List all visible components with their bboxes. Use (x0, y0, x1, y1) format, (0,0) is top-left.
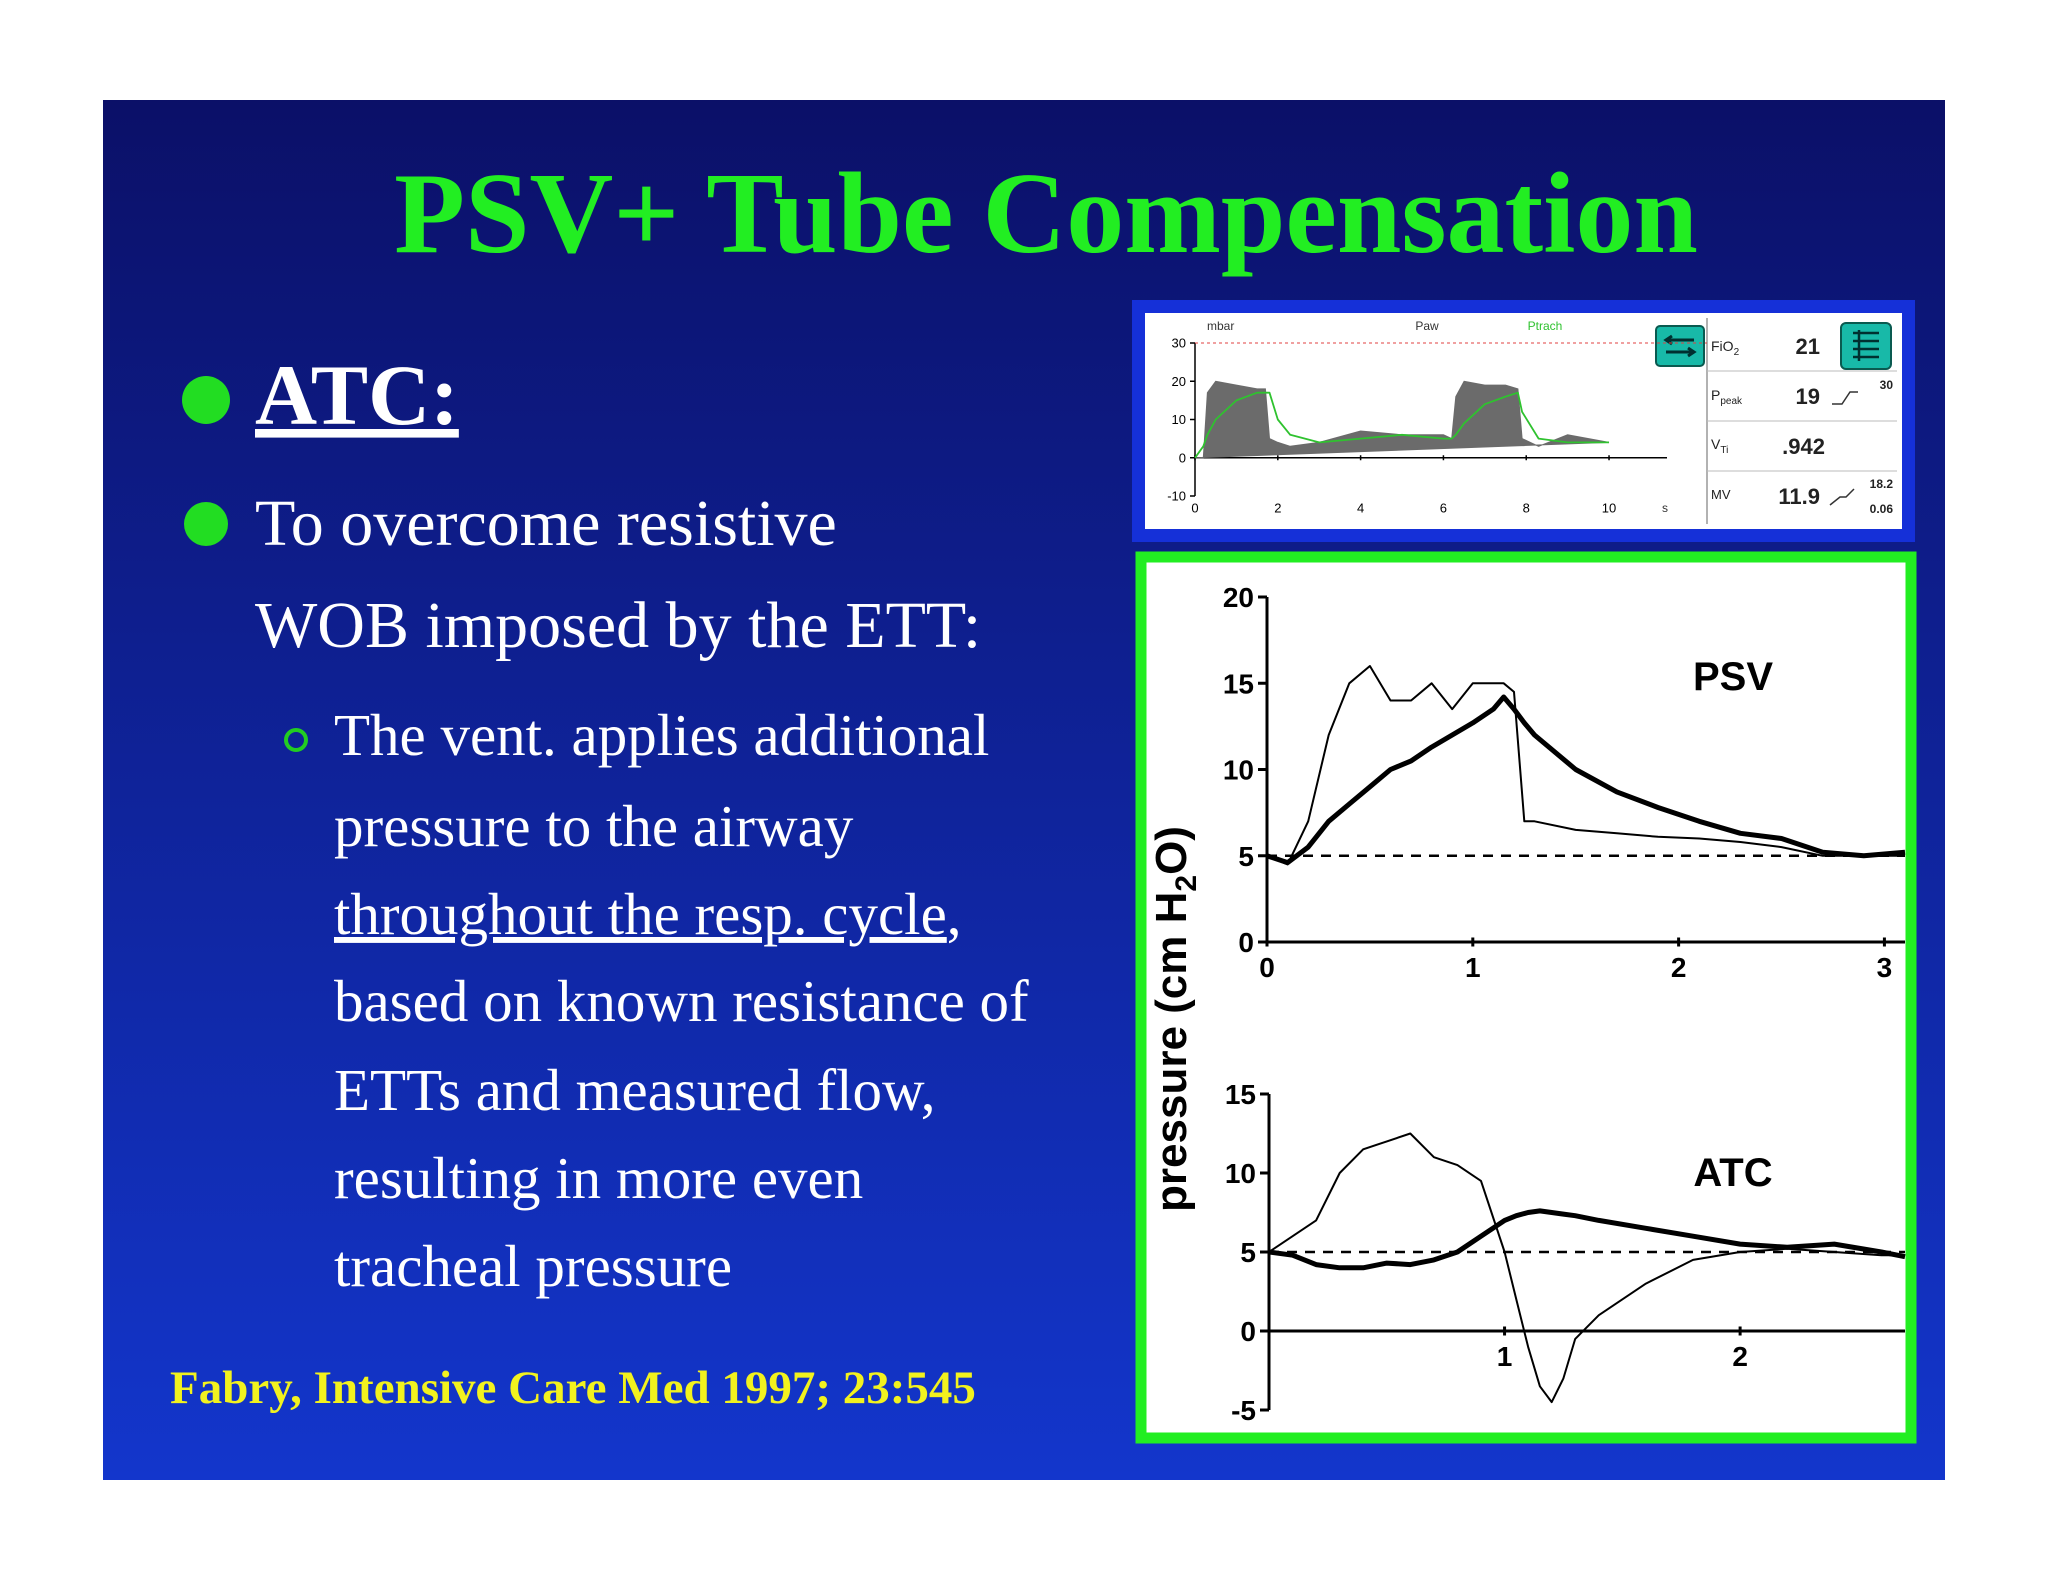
y-axis-label: pressure (cm H2O) (1147, 826, 1203, 1212)
x-tick-label: 2 (1274, 500, 1281, 515)
y-tick-label: 0 (1240, 1316, 1256, 1347)
readout-label-text: V (1711, 436, 1721, 452)
readout-value: 11.9 (1778, 484, 1820, 509)
x-tick-label: 0 (1259, 952, 1275, 983)
y-tick-label: 5 (1240, 1237, 1256, 1268)
chart-title: PSV (1693, 655, 1773, 699)
y-tick-label: 5 (1238, 841, 1254, 872)
readout-symbol (1832, 391, 1858, 405)
series-label: Paw (1415, 319, 1439, 333)
sub-bullet-line: based on known resistance of (334, 968, 1029, 1034)
x-unit: s (1662, 501, 1668, 515)
bullet-dot (182, 376, 230, 424)
slide-title: PSV+ Tube Compensation (394, 150, 1698, 278)
bullet-text: WOB imposed by the ETT: (255, 589, 981, 662)
monitor-readouts: FiO2 21 Ppeak 19 30 VTi .942 MV 11.9 18.… (1711, 334, 1893, 516)
sub-bullet-marker (284, 728, 308, 752)
y-tick-label: 0 (1179, 450, 1186, 465)
monitor-button[interactable] (1655, 325, 1705, 367)
readout-symbol (1829, 488, 1855, 506)
readout-value: 19 (1796, 384, 1820, 409)
y-tick-label: 20 (1172, 374, 1186, 389)
sub-bullet-line: throughout the resp. cycle, (334, 881, 962, 947)
y-tick-label: 15 (1223, 668, 1254, 699)
button-icon (1663, 334, 1697, 358)
y-tick-label: 0 (1238, 927, 1254, 958)
readout-label: VTi (1711, 436, 1728, 456)
readout-label-text: FiO (1711, 338, 1734, 354)
y-axis-label-text: O) (1147, 826, 1196, 875)
button-icon (1853, 330, 1879, 361)
sub-bullet-line: tracheal pressure (334, 1233, 732, 1299)
chart: 20 15 10 5 00 1 2 3 PSV (1223, 582, 1906, 983)
line (1268, 1132, 1905, 1404)
readout-label: FiO2 (1711, 338, 1740, 358)
y-tick-label: 15 (1225, 1079, 1256, 1110)
readout-value: .942 (1782, 434, 1825, 459)
x-tick-label: 4 (1357, 500, 1364, 515)
line (1266, 694, 1906, 866)
readout-label-sub: Ti (1720, 445, 1728, 456)
readout-limit: 18.2 (1870, 477, 1894, 491)
y-tick-label: 20 (1223, 582, 1254, 613)
series-label: Ptrach (1528, 319, 1563, 333)
chart: 15 10 5 0 -5 1 2 ATC (1225, 1079, 1906, 1426)
y-tick-label: 10 (1172, 412, 1186, 427)
x-tick-label: 3 (1877, 952, 1893, 983)
readout-label: MV (1711, 487, 1731, 502)
readout-label: Ppeak (1711, 387, 1743, 407)
x-tick-label: 0 (1191, 500, 1198, 515)
x-tick-label: 8 (1523, 500, 1530, 515)
y-tick-label: 30 (1172, 336, 1186, 351)
sub-bullet-line: resulting in more even (334, 1145, 863, 1211)
y-tick-label: 10 (1225, 1158, 1256, 1189)
y-axis-label-text: pressure (cm H (1147, 892, 1196, 1212)
readout-label-sub: peak (1720, 396, 1743, 407)
sub-bullet-line: pressure to the airway (334, 793, 854, 859)
x-tick-label: 10 (1602, 500, 1616, 515)
chart-panel (1135, 551, 1917, 1444)
monitor-button[interactable] (1840, 322, 1892, 370)
readout-label-sub: 2 (1734, 347, 1740, 358)
readout-limit: 30 (1880, 378, 1894, 392)
x-tick-label: 2 (1732, 1341, 1748, 1372)
sub-bullet-line: The vent. applies additional (334, 702, 989, 768)
y-tick-label: 10 (1223, 755, 1254, 786)
y-axis-label-sub: 2 (1170, 875, 1203, 892)
bullet-dot (184, 502, 228, 546)
readout-label-text: P (1711, 387, 1720, 403)
x-tick-label: 2 (1671, 952, 1687, 983)
line (1268, 1208, 1906, 1271)
y-unit: mbar (1207, 319, 1234, 333)
sub-bullet-line: ETTs and measured flow, (334, 1057, 936, 1123)
readout-value: 21 (1796, 334, 1820, 359)
x-tick-label: 6 (1440, 500, 1447, 515)
bullet-text: To overcome resistive (255, 487, 837, 560)
y-tick-label: -10 (1167, 489, 1186, 504)
line (1266, 665, 1905, 866)
x-tick-label: 1 (1465, 952, 1481, 983)
chart: 30 20 10 0 -10 0 2 4 6 8 10 mbar s Paw Ptrach (1167, 319, 1707, 515)
line (1194, 391, 1609, 459)
readout-limit: 0.06 (1870, 502, 1894, 516)
sub-bullet-text: The vent. applies additional pressure to… (334, 702, 1029, 1299)
x-tick-label: 1 (1497, 1341, 1513, 1372)
citation: Fabry, Intensive Care Med 1997; 23:545 (170, 1362, 976, 1414)
y-tick-label: -5 (1231, 1395, 1256, 1426)
punctuation: , (947, 881, 962, 947)
bullet-heading: ATC: (255, 347, 459, 443)
underlined-text: throughout the resp. cycle (334, 881, 947, 947)
chart-title: ATC (1693, 1151, 1772, 1195)
